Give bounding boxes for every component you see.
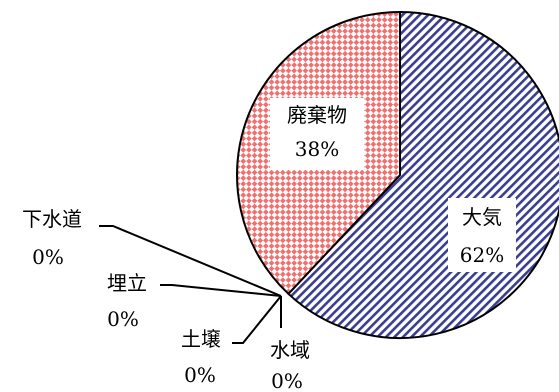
slice-label-umetate: 埋立 bbox=[107, 271, 147, 295]
slice-value-suiiki: 0% bbox=[271, 369, 303, 392]
slice-label-gesuido: 下水道 bbox=[22, 207, 82, 231]
slice-value-haikibutsu: 38% bbox=[295, 137, 339, 161]
slice-value-dojo: 0% bbox=[184, 363, 216, 387]
slice-label-bg-haikibutsu bbox=[270, 98, 364, 170]
slice-label-dojo: 土壌 bbox=[181, 327, 221, 351]
slice-value-umetate: 0% bbox=[107, 307, 139, 331]
slice-value-taiki: 62% bbox=[460, 243, 504, 267]
leader-lines-layer bbox=[99, 225, 282, 344]
leader-line-gesuido bbox=[99, 225, 282, 297]
slice-label-haikibutsu: 廃棄物 bbox=[287, 103, 347, 127]
slices-layer bbox=[236, 10, 559, 339]
slice-value-gesuido: 0% bbox=[32, 245, 64, 269]
slice-label-taiki: 大気 bbox=[462, 205, 502, 229]
slice-label-bg-taiki bbox=[448, 198, 516, 272]
leader-line-umetate bbox=[160, 284, 282, 297]
slice-label-suiiki: 水域 bbox=[270, 338, 310, 362]
leader-line-dojo bbox=[232, 295, 282, 344]
